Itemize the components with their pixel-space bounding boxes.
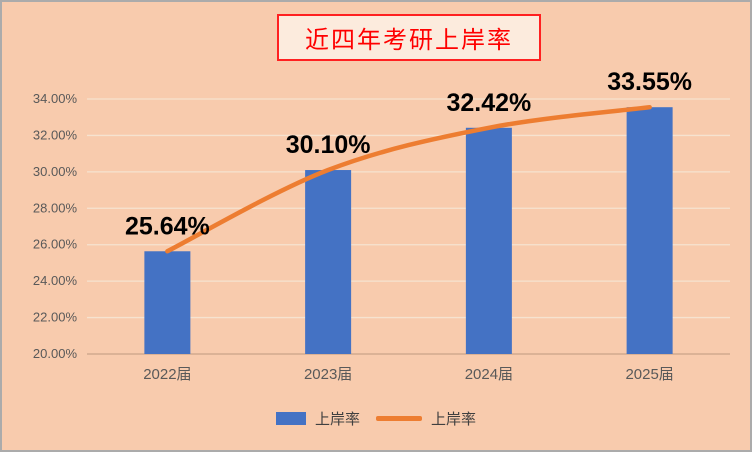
legend-item-line: 上岸率 (376, 408, 476, 429)
x-tick-label: 2023届 (304, 366, 352, 383)
y-tick-label: 24.00% (33, 273, 78, 288)
x-tick-label: 2022届 (143, 366, 191, 383)
y-tick-label: 32.00% (33, 127, 78, 142)
chart-title: 近四年考研上岸率 (305, 27, 513, 54)
legend-item-bar: 上岸率 (275, 408, 360, 429)
y-tick-label: 20.00% (33, 346, 78, 361)
bar (626, 107, 673, 354)
y-tick-label: 34.00% (33, 91, 78, 106)
bar (465, 127, 512, 355)
bar (144, 251, 191, 354)
y-tick-label: 30.00% (33, 164, 78, 179)
y-tick-label: 22.00% (33, 310, 78, 325)
y-tick-label: 26.00% (33, 237, 78, 252)
legend: 上岸率 上岸率 (2, 408, 750, 429)
legend-bar-label: 上岸率 (314, 411, 360, 428)
y-tick-label: 28.00% (33, 200, 78, 215)
legend-line-label: 上岸率 (431, 411, 477, 428)
data-label: 30.10% (286, 131, 371, 159)
line-series (165, 104, 652, 254)
data-label: 33.55% (607, 68, 692, 96)
x-tick-label: 2025届 (625, 366, 673, 383)
data-label: 25.64% (125, 212, 210, 240)
bar-swatch-icon (275, 412, 306, 425)
x-tick-label: 2024届 (465, 366, 513, 383)
data-label: 32.42% (446, 89, 531, 117)
line-swatch-icon (376, 416, 422, 421)
chart-title-box: 近四年考研上岸率 (277, 14, 541, 61)
bar (305, 170, 352, 354)
